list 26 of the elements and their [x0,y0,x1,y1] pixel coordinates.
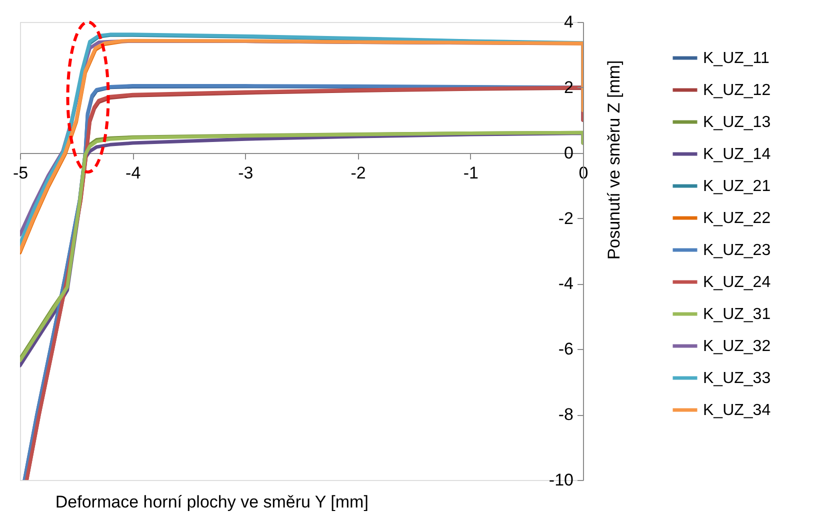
legend-label: K_UZ_23 [703,242,771,259]
legend-label: K_UZ_11 [703,50,770,67]
x-tick-label: -4 [126,164,141,182]
legend-label: K_UZ_33 [703,370,771,387]
x-tick-label: -3 [238,164,254,182]
x-axis-title: Deformace horní plochy ve směru Y [mm] [55,492,368,512]
legend-label: K_UZ_22 [703,210,771,227]
legend-label: K_UZ_21 [703,178,771,195]
legend-label: K_UZ_34 [703,402,771,419]
x-tick-label: -5 [12,164,28,182]
x-tick-label: -2 [350,164,366,182]
x-tick-label: -1 [463,164,478,182]
y-tick-label: -2 [558,208,574,228]
legend-label: K_UZ_12 [703,82,771,99]
y-axis-title: Posunutí ve směru Z [mm] [604,60,624,260]
legend-label: K_UZ_32 [703,338,771,355]
y-tick-label: 0 [564,143,574,162]
y-tick-label: -6 [558,340,574,359]
y-tick-label: -8 [558,405,574,424]
legend-label: K_UZ_24 [703,274,771,291]
legend-label: K_UZ_13 [703,114,771,131]
y-tick-label: 4 [564,12,574,32]
y-tick-label: -4 [558,274,574,294]
legend-label: K_UZ_14 [703,146,771,163]
legend-label: K_UZ_31 [703,306,771,323]
y-tick-label: -10 [548,470,574,490]
